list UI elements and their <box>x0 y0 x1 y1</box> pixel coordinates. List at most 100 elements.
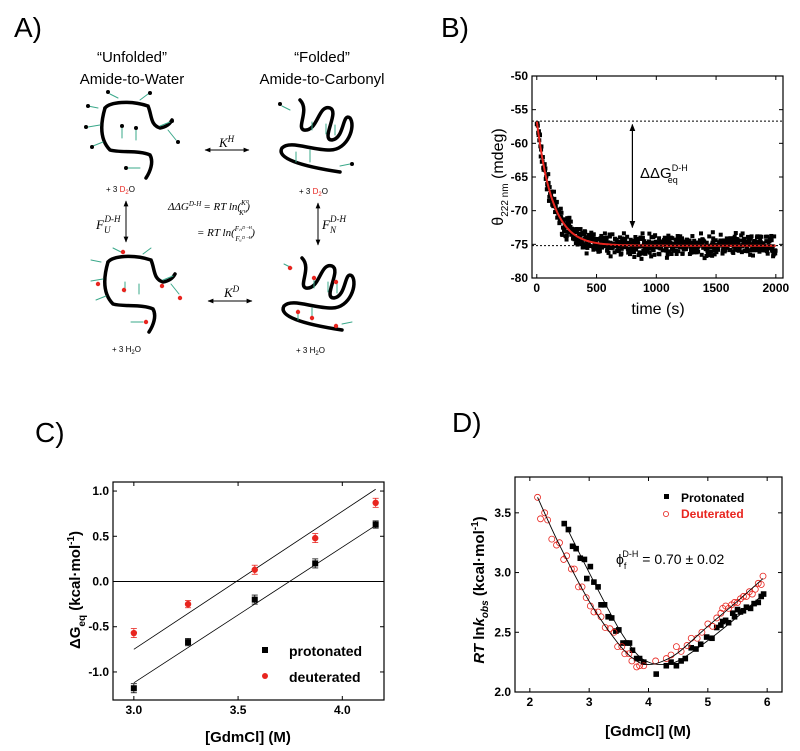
data-point <box>616 249 621 254</box>
data-point-protonated <box>573 545 579 552</box>
equation-line-1: ΔΔGD-H = RT ln(Kᴰ Kᴴ) <box>167 199 250 217</box>
data-point <box>593 244 598 249</box>
data-point <box>666 233 671 238</box>
data-point <box>579 239 584 244</box>
data-point <box>654 240 659 245</box>
data-point <box>758 237 763 242</box>
data-point <box>631 238 636 243</box>
data-point-protonated <box>623 640 630 646</box>
data-point <box>558 206 563 211</box>
data-point-deuterated <box>578 583 586 591</box>
data-point-deuterated <box>713 614 721 622</box>
data-point <box>647 250 652 255</box>
data-point-protonated <box>251 596 258 603</box>
data-point <box>719 239 724 244</box>
data-point <box>630 242 635 247</box>
data-point-protonated <box>663 662 670 669</box>
panel-label-c: C) <box>35 417 65 448</box>
data-point <box>617 235 622 240</box>
chart-b-y-tick-label: -75 <box>511 237 529 251</box>
chart-d-legend: Protonated Deuterated <box>663 491 744 521</box>
data-point <box>725 245 730 250</box>
data-point <box>749 234 754 239</box>
data-point <box>674 251 679 256</box>
chart-d-y-tick-label: 3.5 <box>494 506 511 520</box>
data-point-protonated <box>688 645 695 651</box>
data-point-protonated <box>703 634 710 640</box>
data-point <box>582 232 587 237</box>
data-point-deuterated <box>748 590 756 598</box>
data-point <box>680 236 685 241</box>
data-point <box>549 189 554 194</box>
data-point <box>764 249 769 254</box>
plus-h2o-right: + 3 H2O <box>296 346 325 357</box>
data-point <box>631 250 636 255</box>
data-point <box>740 231 745 236</box>
data-point <box>584 251 589 256</box>
data-point-protonated <box>130 685 137 692</box>
data-point <box>575 227 580 232</box>
data-point <box>765 251 770 256</box>
plus-h2o-left: + 3 H2O <box>112 345 141 356</box>
chart-d-plot-area <box>534 493 767 677</box>
data-point <box>567 215 572 220</box>
data-point <box>664 246 669 251</box>
chart-b-y-tick-label: -50 <box>511 69 529 83</box>
data-point <box>704 240 709 245</box>
chart-c-y-tick-label: -1.0 <box>88 665 109 679</box>
data-point <box>586 232 591 237</box>
data-point <box>563 229 568 234</box>
chart-c-y-axis-label: ΔGeq (kcal·mol-1) <box>66 531 88 649</box>
data-point <box>559 210 564 215</box>
data-point-protonated <box>737 609 744 615</box>
data-point <box>640 251 645 256</box>
data-point-protonated <box>583 575 590 582</box>
data-point <box>634 247 639 252</box>
unfolded-subtitle: Amide-to-Water <box>80 71 184 88</box>
data-point-deuterated <box>672 643 680 651</box>
data-point <box>733 231 738 236</box>
data-point <box>685 237 690 242</box>
data-point-deuterated <box>601 624 609 631</box>
data-point <box>538 133 543 138</box>
data-point <box>714 250 719 255</box>
data-point <box>692 238 697 243</box>
data-point <box>720 251 725 256</box>
data-point <box>769 238 774 243</box>
data-point <box>568 219 573 224</box>
fn-label: FND-H <box>321 214 346 235</box>
data-point <box>691 247 696 252</box>
data-point <box>702 256 707 261</box>
data-point <box>636 241 641 246</box>
data-point <box>581 242 586 247</box>
chart-c-frame <box>112 481 385 701</box>
data-point <box>732 234 737 239</box>
data-point <box>628 237 633 242</box>
data-point <box>575 242 580 247</box>
data-point-protonated <box>616 627 622 633</box>
data-point <box>721 246 726 251</box>
data-point <box>619 251 624 256</box>
data-point <box>669 242 674 247</box>
chart-c-y-tick-label: 0.5 <box>92 529 109 543</box>
data-point-protonated <box>633 655 640 662</box>
data-point-deuterated <box>698 628 706 636</box>
data-point <box>585 245 590 250</box>
data-point <box>702 239 707 244</box>
data-point <box>551 189 556 194</box>
data-point <box>748 252 753 257</box>
data-point <box>747 242 752 247</box>
data-point <box>560 232 565 237</box>
folded-deuterated-molecule-illustration <box>281 256 356 332</box>
data-point-protonated <box>722 617 729 624</box>
data-point <box>669 252 674 257</box>
chart-c-x-tick-label: 3.0 <box>126 703 143 717</box>
data-point <box>683 239 688 244</box>
data-point-protonated <box>581 556 588 563</box>
data-point <box>554 199 559 204</box>
data-point <box>673 237 678 242</box>
data-point <box>744 247 749 252</box>
data-point <box>557 221 562 226</box>
data-point <box>713 238 718 243</box>
data-point <box>747 239 752 244</box>
